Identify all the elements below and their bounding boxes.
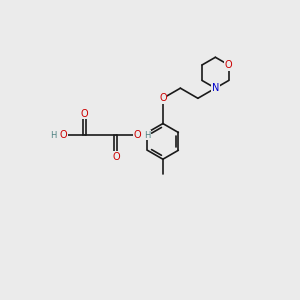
Text: O: O <box>112 152 120 161</box>
Text: N: N <box>212 83 219 93</box>
Text: O: O <box>134 130 141 140</box>
Text: O: O <box>225 60 232 70</box>
Text: H: H <box>50 130 56 140</box>
Text: O: O <box>59 130 67 140</box>
Text: H: H <box>144 130 151 140</box>
Text: O: O <box>159 93 167 103</box>
Text: O: O <box>81 109 88 119</box>
